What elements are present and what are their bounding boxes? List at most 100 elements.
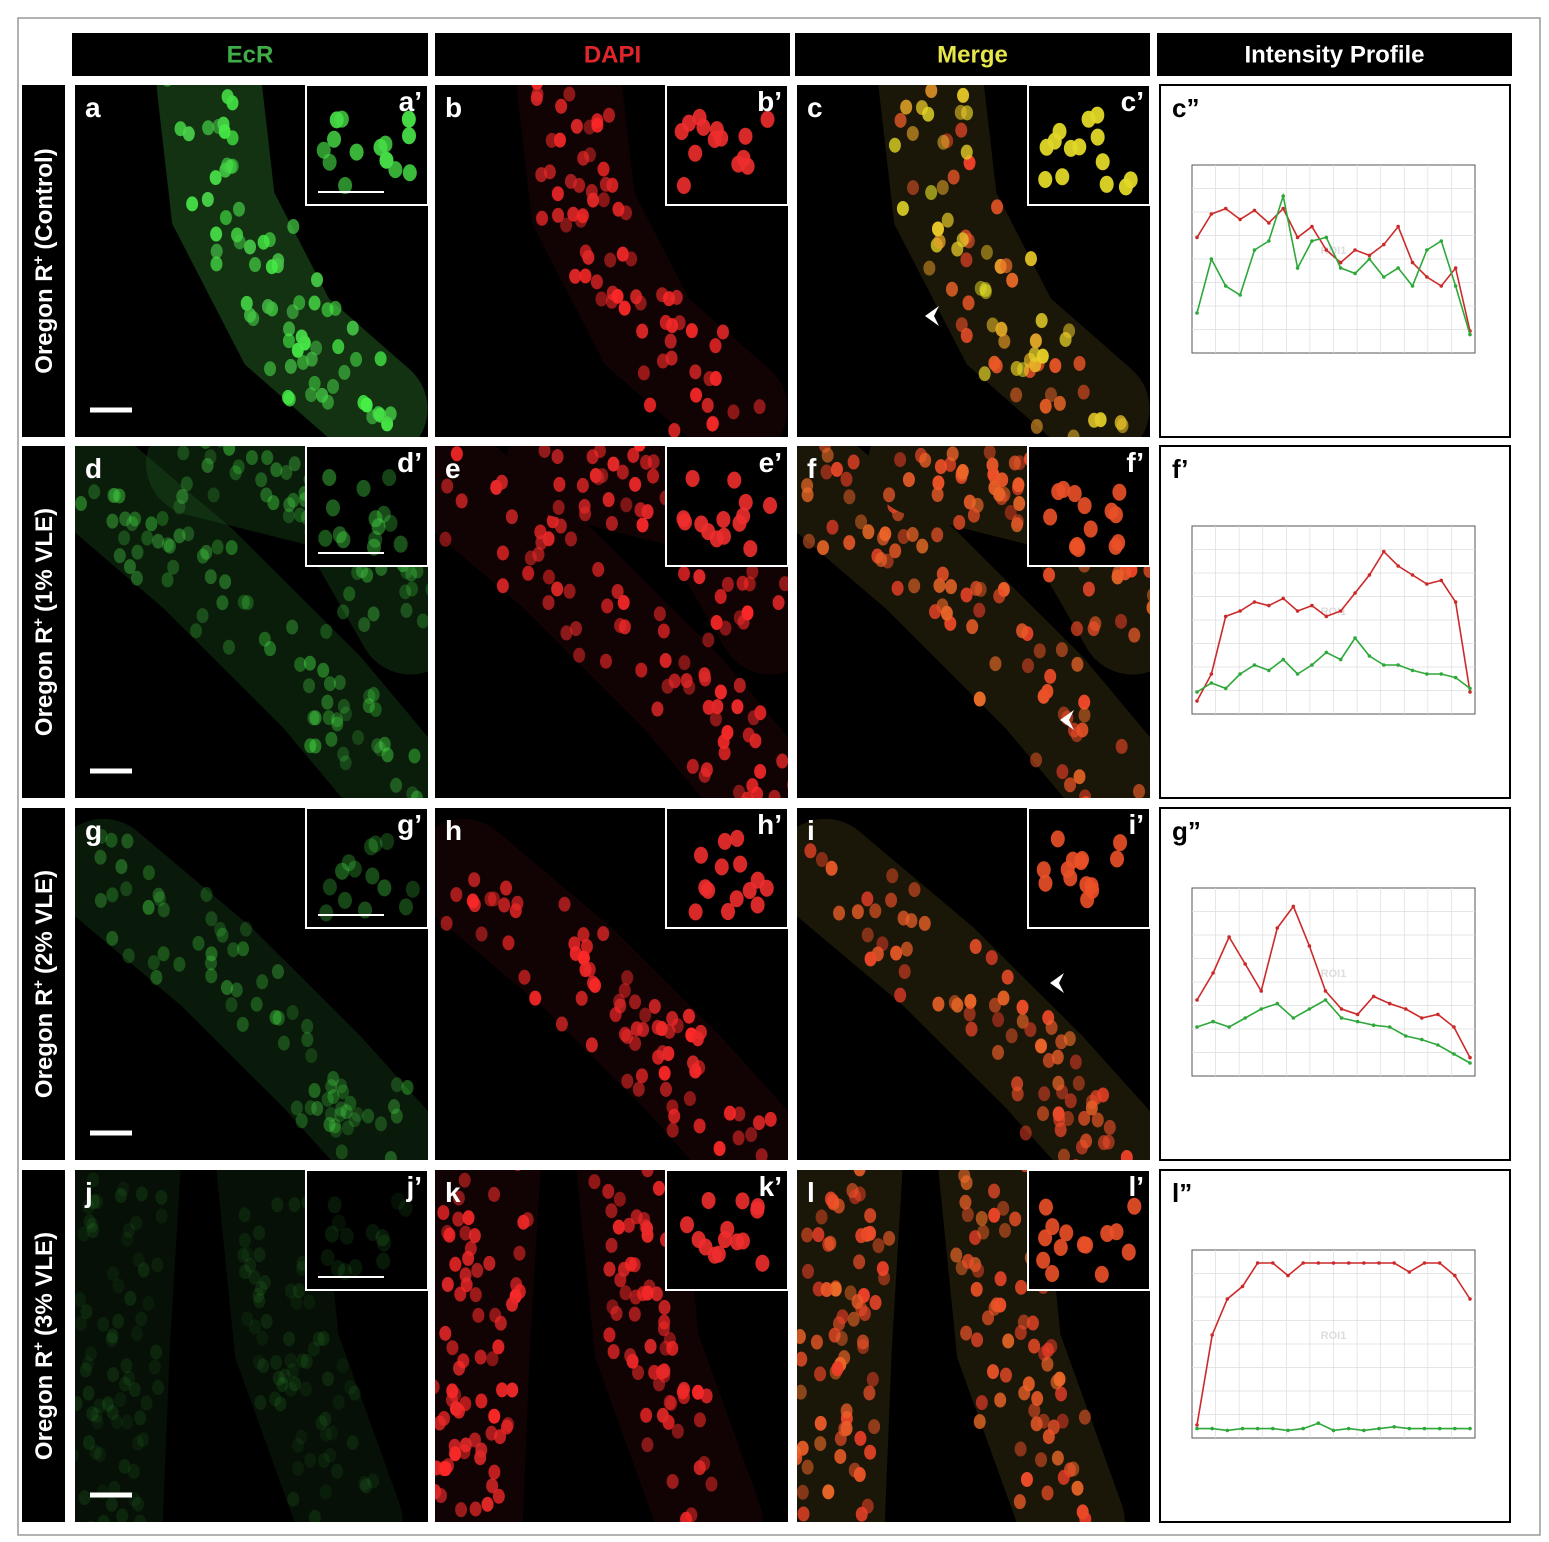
profile-point xyxy=(1407,1270,1412,1274)
profile-point xyxy=(1252,248,1257,252)
nucleus xyxy=(629,1289,642,1305)
nucleus xyxy=(710,615,723,631)
inset xyxy=(305,1169,429,1291)
nucleus xyxy=(753,1115,766,1131)
profile-point xyxy=(1316,1421,1321,1425)
profile-point xyxy=(1324,235,1329,240)
nucleus xyxy=(108,1480,121,1496)
inset-nucleus xyxy=(743,540,758,558)
nucleus xyxy=(331,716,344,732)
inset-nucleus xyxy=(688,903,703,921)
profile-point xyxy=(1392,1425,1396,1429)
nucleus xyxy=(492,1339,505,1355)
nucleus xyxy=(127,1464,140,1480)
nucleus xyxy=(121,1231,134,1247)
nucleus xyxy=(358,1475,371,1491)
nucleus xyxy=(702,699,715,715)
inset-nucleus xyxy=(1112,483,1127,501)
profile-point xyxy=(1259,989,1264,993)
nucleus xyxy=(1115,738,1128,754)
nucleus xyxy=(665,350,678,366)
nucleus xyxy=(670,289,683,305)
intensity-profile: g” ROI1 xyxy=(1159,807,1511,1161)
nucleus xyxy=(629,1035,642,1051)
nucleus xyxy=(973,691,986,707)
profile-point xyxy=(1371,1023,1376,1027)
nucleus xyxy=(960,1325,973,1341)
inset-nucleus xyxy=(732,514,747,532)
nucleus xyxy=(106,930,119,946)
nucleus xyxy=(210,243,223,259)
nucleus xyxy=(450,446,463,462)
nucleus xyxy=(290,1100,303,1116)
row-label-strain: Oregon R xyxy=(31,627,58,736)
nucleus xyxy=(685,323,698,339)
nucleus xyxy=(658,1065,671,1081)
nucleus xyxy=(853,1254,866,1270)
nucleus xyxy=(940,605,953,621)
inset-nucleus xyxy=(763,497,778,515)
nucleus xyxy=(240,295,253,311)
nucleus xyxy=(993,588,1006,604)
nucleus xyxy=(709,1533,721,1542)
nucleus xyxy=(1146,588,1150,602)
nucleus xyxy=(998,1222,1011,1238)
nucleus xyxy=(644,397,657,413)
nucleus xyxy=(272,1010,285,1026)
nucleus xyxy=(988,1183,1001,1199)
inset-nucleus xyxy=(1050,830,1065,848)
profile-point xyxy=(1425,582,1429,586)
nucleus xyxy=(772,595,785,611)
nucleus xyxy=(925,185,938,201)
nucleus xyxy=(591,117,604,133)
nucleus xyxy=(817,540,830,556)
inset-nucleus xyxy=(327,130,342,148)
profile-point xyxy=(1295,609,1300,613)
nucleus xyxy=(1035,1452,1048,1468)
inset-nucleus xyxy=(1039,138,1054,156)
nucleus xyxy=(500,880,513,896)
profile-point xyxy=(1355,1012,1360,1017)
nucleus xyxy=(630,1021,643,1037)
nucleus xyxy=(218,123,231,139)
row-label-condition: (3% VLE) xyxy=(31,1232,58,1336)
nucleus xyxy=(295,1113,308,1129)
nucleus xyxy=(95,828,108,844)
profile-point xyxy=(1346,1426,1351,1431)
profile-point xyxy=(1195,1025,1199,1029)
nucleus xyxy=(668,1108,681,1124)
nucleus xyxy=(132,1252,145,1268)
inset-label: g’ xyxy=(397,809,422,840)
inset-nucleus xyxy=(1055,168,1070,186)
nucleus xyxy=(702,632,715,648)
nucleus xyxy=(319,1411,332,1427)
inset-nucleus xyxy=(376,1252,391,1270)
inset-nucleus xyxy=(377,879,392,897)
nucleus xyxy=(563,86,576,102)
intensity-profile: l” ROI1 xyxy=(1159,1169,1511,1523)
arrowhead xyxy=(925,306,939,326)
nucleus xyxy=(663,1394,676,1410)
inset-nucleus xyxy=(356,479,371,497)
nucleus xyxy=(843,535,856,551)
nucleus xyxy=(248,1269,261,1285)
nucleus xyxy=(323,676,336,692)
nucleus xyxy=(878,1270,891,1286)
row-label-condition: (2% VLE) xyxy=(31,870,58,974)
inset-label: l’ xyxy=(1128,1171,1144,1202)
nucleus xyxy=(653,606,666,622)
nucleus xyxy=(1044,387,1057,403)
nucleus xyxy=(936,566,949,582)
nucleus xyxy=(311,1100,324,1116)
nucleus xyxy=(577,927,590,943)
nucleus xyxy=(305,1048,318,1064)
nucleus xyxy=(112,1313,125,1329)
nucleus xyxy=(301,1018,314,1034)
nucleus xyxy=(595,291,608,307)
nucleus xyxy=(1030,418,1043,434)
nucleus xyxy=(257,234,270,250)
nucleus xyxy=(1030,752,1043,768)
nucleus xyxy=(201,191,214,207)
nucleus xyxy=(973,602,986,618)
nucleus xyxy=(1026,1315,1039,1331)
